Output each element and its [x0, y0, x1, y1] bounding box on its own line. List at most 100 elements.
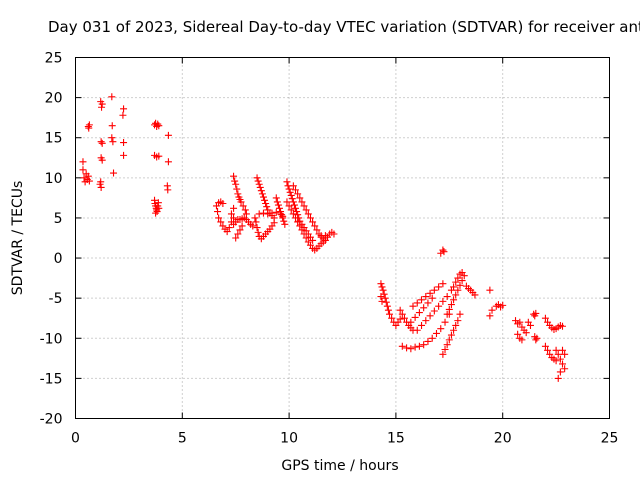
data-point — [85, 121, 93, 129]
data-point — [435, 302, 443, 310]
data-point — [98, 139, 106, 147]
data-point — [422, 293, 430, 301]
y-tick-label: 10 — [45, 171, 63, 187]
data-point — [277, 208, 285, 216]
data-point — [426, 289, 434, 297]
data-point — [108, 93, 116, 101]
data-point — [556, 355, 564, 363]
data-point — [152, 209, 160, 217]
data-point — [420, 304, 428, 312]
data-point — [251, 214, 259, 222]
data-point — [232, 234, 240, 242]
data-point — [294, 190, 302, 198]
data-point — [437, 325, 445, 333]
data-point — [278, 211, 286, 219]
data-point — [554, 374, 562, 382]
data-point — [302, 206, 310, 214]
x-tick-label: 5 — [178, 431, 187, 447]
data-point — [443, 341, 451, 349]
data-point — [309, 236, 317, 244]
data-point — [84, 122, 92, 130]
data-point — [313, 226, 321, 234]
data-point — [541, 342, 549, 350]
data-point — [321, 232, 329, 240]
x-tick-label: 20 — [494, 431, 512, 447]
data-point — [281, 220, 289, 228]
data-point — [424, 337, 432, 345]
data-point — [239, 202, 247, 210]
data-point — [97, 178, 105, 186]
data-point — [164, 186, 172, 194]
data-point — [279, 214, 287, 222]
y-tick-label: 20 — [45, 91, 63, 107]
data-point — [258, 190, 266, 198]
data-point — [298, 198, 306, 206]
data-point — [518, 336, 526, 344]
data-point — [286, 188, 294, 196]
data-point — [400, 314, 408, 322]
data-points — [79, 93, 569, 382]
data-point — [233, 185, 241, 193]
data-point — [219, 200, 227, 208]
data-point — [255, 210, 263, 218]
data-point — [396, 306, 404, 314]
y-tick-label: 15 — [45, 131, 63, 147]
data-point — [304, 210, 312, 218]
data-point — [108, 122, 116, 130]
data-point — [522, 329, 530, 337]
data-point — [439, 350, 447, 358]
data-point — [110, 169, 118, 177]
data-point — [452, 291, 460, 299]
data-point — [262, 200, 270, 208]
data-point — [533, 334, 541, 342]
data-point — [426, 312, 434, 320]
data-point — [311, 222, 319, 230]
data-point — [287, 206, 295, 214]
data-point — [556, 368, 564, 376]
data-point — [292, 214, 300, 222]
data-point — [559, 346, 567, 354]
data-point — [270, 214, 278, 222]
data-point — [300, 202, 308, 210]
data-point — [254, 228, 262, 236]
data-point — [445, 336, 453, 344]
data-point — [225, 224, 233, 232]
data-point — [292, 186, 300, 194]
data-point — [559, 360, 567, 368]
data-point — [256, 183, 264, 191]
data-point — [268, 209, 276, 217]
data-point — [227, 210, 235, 218]
data-point — [234, 190, 242, 198]
data-point — [309, 218, 317, 226]
data-point — [109, 138, 117, 146]
data-point — [155, 122, 163, 130]
data-point — [84, 172, 92, 180]
y-tick-label: 5 — [54, 211, 63, 227]
data-point — [450, 296, 458, 304]
data-point — [420, 341, 428, 349]
data-point — [424, 299, 432, 307]
x-tick-labels: 0 5 10 15 20 25 — [71, 431, 618, 447]
data-point — [456, 281, 464, 289]
data-point — [439, 297, 447, 305]
data-point — [385, 310, 393, 318]
data-point — [80, 174, 88, 182]
data-point — [231, 177, 239, 185]
data-point — [398, 342, 406, 350]
data-point — [378, 297, 386, 305]
data-point — [155, 204, 163, 212]
data-point — [379, 286, 387, 294]
data-point — [290, 201, 298, 209]
data-point — [415, 309, 423, 317]
data-point — [443, 293, 451, 301]
y-tick-label: 0 — [54, 251, 63, 267]
data-point — [237, 198, 245, 206]
data-point — [85, 177, 93, 185]
data-point — [447, 331, 455, 339]
data-point — [403, 344, 411, 352]
data-point — [382, 298, 390, 306]
data-point — [396, 315, 404, 323]
x-axis-label: GPS time / hours — [281, 458, 398, 474]
data-point — [450, 283, 458, 291]
data-point — [253, 174, 261, 182]
